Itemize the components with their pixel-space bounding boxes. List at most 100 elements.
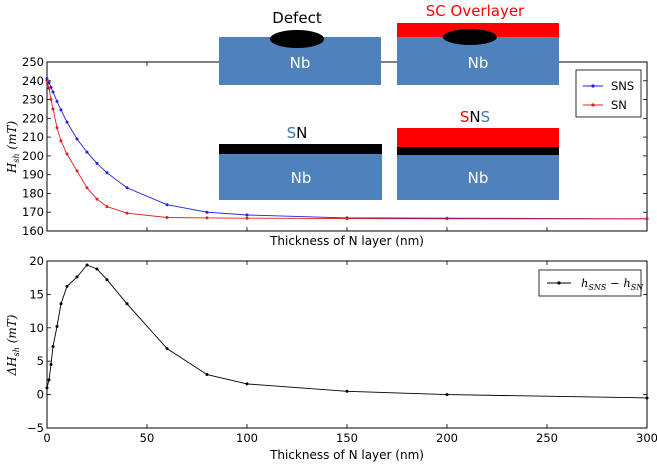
data-point: [645, 217, 649, 221]
data-point: [645, 396, 649, 400]
y-tick-label: 5: [37, 354, 44, 368]
data-point: [165, 215, 169, 219]
data-point: [105, 171, 109, 175]
data-point: [55, 126, 59, 130]
y-tick-label: 0: [37, 388, 44, 402]
y-tick-label: 170: [22, 205, 44, 219]
data-point: [75, 275, 79, 279]
data-point: [47, 378, 51, 382]
defect-ellipse-1: [270, 30, 324, 48]
data-point: [51, 90, 55, 94]
top-legend: SNS SN: [575, 69, 642, 118]
data-point: [59, 108, 63, 112]
bottom-x-axis-label: Thickness of N layer (nm): [269, 448, 424, 462]
data-point: [49, 363, 53, 367]
top-y-axis: 160 170 180 190 200 210 220 230 240 250: [22, 55, 647, 238]
data-point: [165, 203, 169, 207]
data-point: [59, 302, 63, 306]
inset-title-sn-s: S: [287, 124, 297, 142]
sc-overlayer-4: [397, 128, 559, 148]
data-point: [205, 210, 209, 214]
inset-title-sns-n: N: [469, 108, 480, 126]
y-tick-label: 20: [29, 254, 44, 268]
y-tick-label: 180: [22, 186, 44, 200]
nb-label-3: Nb: [291, 169, 312, 187]
inset-title-sns: SNS: [460, 108, 490, 126]
n-layer-4: [397, 147, 559, 155]
inset-title-sc-overlayer: SC Overlayer: [426, 2, 525, 20]
nb-substrate-3: [219, 153, 382, 200]
x-tick-label: 300: [636, 431, 657, 445]
y-tick-label: −5: [27, 421, 44, 435]
data-point: [245, 382, 249, 386]
data-point: [105, 205, 109, 209]
nb-label-1: Nb: [290, 54, 311, 72]
inset-panel-sns: SNS Nb: [397, 108, 559, 200]
nb-label-2: Nb: [468, 54, 489, 72]
bottom-x-axis: 0 50 100 150 200 250 300: [43, 261, 657, 445]
inset-schematic: Defect Nb SC Overlayer Nb SN Nb: [219, 2, 559, 200]
bottom-legend-marker: [557, 281, 561, 285]
y-tick-label: 240: [22, 74, 44, 88]
data-point: [65, 152, 69, 156]
data-point: [75, 137, 79, 141]
data-point: [245, 216, 249, 220]
x-tick-label: 0: [43, 431, 50, 445]
n-layer-3: [219, 144, 382, 154]
data-point: [205, 373, 209, 377]
data-point: [51, 345, 55, 349]
data-point: [205, 216, 209, 220]
data-point: [165, 347, 169, 351]
data-point: [51, 107, 55, 111]
data-point: [345, 217, 349, 221]
top-legend-box: [575, 69, 642, 118]
inset-panel-sc-overlayer: SC Overlayer Nb: [397, 2, 559, 85]
top-series-group: [45, 77, 649, 221]
defect-ellipse-2: [443, 29, 497, 45]
y-tick-label: 190: [22, 168, 44, 182]
inset-title-defect: Defect: [272, 9, 322, 27]
data-point: [75, 169, 79, 173]
legend-label-0: SNS: [611, 79, 634, 93]
y-tick-label: 10: [29, 321, 44, 335]
series-line-1: [46, 80, 647, 220]
y-tick-label: 200: [22, 149, 44, 163]
data-point: [95, 197, 99, 201]
data-point: [125, 302, 129, 306]
x-tick-label: 50: [140, 431, 155, 445]
data-point: [85, 150, 89, 154]
y-tick-label: 250: [22, 55, 44, 69]
legend-label-1: SN: [611, 98, 627, 112]
data-point: [95, 161, 99, 165]
inset-title-sns-s2: S: [481, 108, 491, 126]
series-line-0: [46, 264, 648, 399]
y-tick-label: 220: [22, 111, 44, 125]
bottom-series-group: [45, 263, 649, 400]
inset-title-sns-s1: S: [460, 108, 470, 126]
data-point: [55, 324, 59, 328]
y-tick-label: 15: [29, 287, 44, 301]
data-point: [65, 120, 69, 124]
x-tick-label: 100: [236, 431, 258, 445]
top-y-axis-label: Hsh (mT): [5, 121, 21, 175]
data-point: [45, 79, 49, 83]
data-point: [55, 99, 59, 103]
y-tick-label: 160: [22, 224, 44, 238]
x-tick-label: 200: [436, 431, 458, 445]
y-tick-label: 210: [22, 130, 44, 144]
data-point: [245, 213, 249, 217]
data-point: [105, 278, 109, 282]
data-point: [45, 386, 49, 390]
y-tick-label: 230: [22, 93, 44, 107]
x-tick-label: 250: [536, 431, 558, 445]
data-point: [47, 81, 51, 85]
inset-panel-sn: SN Nb: [219, 124, 382, 200]
nb-label-4: Nb: [468, 169, 489, 187]
bottom-y-axis: −5 0 5 10 15 20: [27, 254, 647, 435]
legend-marker-0: [591, 84, 595, 88]
x-tick-label: 150: [336, 431, 358, 445]
top-x-axis-label: Thickness of N layer (nm): [269, 234, 424, 248]
bottom-legend: hSNS − hSN: [538, 269, 644, 297]
